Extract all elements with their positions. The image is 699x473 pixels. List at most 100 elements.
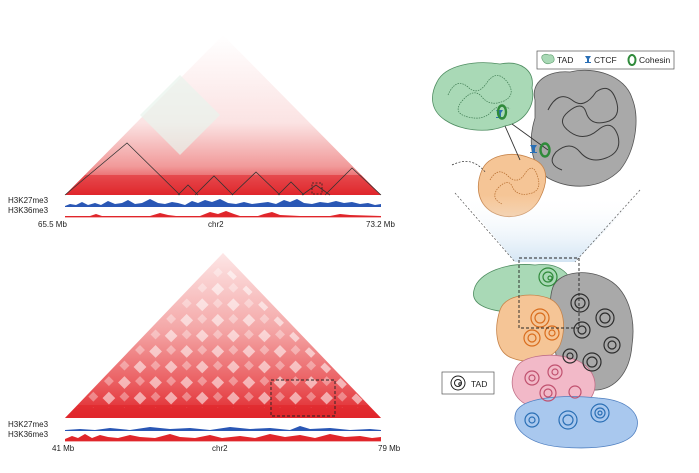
tad-outline	[64, 142, 181, 196]
coil	[542, 271, 554, 283]
coil	[594, 407, 606, 419]
top-hic-faint-domain	[140, 75, 220, 155]
coil	[590, 403, 610, 423]
tad-outline	[324, 167, 382, 196]
coil	[586, 356, 598, 368]
tad-legend-icon	[541, 53, 555, 65]
coil	[530, 308, 550, 328]
legend-box	[536, 50, 675, 70]
h3k27me3-track-bottom	[65, 426, 381, 431]
coil	[607, 340, 617, 350]
zoom-funnel	[460, 195, 640, 262]
coil	[527, 333, 537, 343]
coil	[595, 308, 615, 328]
fiber-tail	[451, 161, 487, 174]
coil	[543, 388, 553, 398]
coil	[562, 348, 578, 364]
bottom-axis-left: 41 Mb	[52, 444, 75, 453]
coil	[568, 385, 582, 399]
coil	[524, 370, 540, 386]
cohesin-icon	[496, 104, 508, 120]
coil	[597, 410, 603, 416]
coil	[599, 312, 611, 324]
zoom-box-schematic	[518, 257, 580, 329]
top-axis-right: 73.2 Mb	[366, 220, 395, 229]
bottom-hic-dense-band	[65, 405, 381, 418]
coil	[582, 352, 602, 372]
coil	[539, 384, 557, 402]
coil	[454, 379, 462, 387]
ctcf-icon	[585, 56, 591, 63]
h3k36me3-track	[65, 211, 381, 217]
coil	[534, 312, 546, 324]
coil-legend-icon	[450, 375, 466, 391]
legend-tad-label: TAD	[557, 55, 573, 65]
coil-green	[538, 267, 558, 287]
coil	[570, 293, 590, 313]
top-hic-map	[65, 35, 381, 195]
coils-pink	[524, 364, 582, 402]
coil	[458, 382, 462, 386]
coil	[547, 275, 553, 281]
coil	[547, 364, 563, 380]
zoom-box-small	[311, 182, 323, 195]
tad-outline	[231, 171, 281, 196]
tad-green	[432, 62, 534, 131]
coil	[548, 329, 556, 337]
track-label-h3k36me3-bottom: H3K36me3	[8, 430, 49, 439]
track-label-h3k27me3: H3K27me3	[8, 196, 49, 205]
tad-schematic-bottom	[473, 257, 638, 449]
legend-ctcf-label: CTCF	[594, 55, 617, 65]
tad-outline	[194, 175, 234, 196]
coils-blue	[524, 403, 610, 430]
coil	[577, 325, 587, 335]
bottom-axis-center: chr2	[212, 444, 228, 453]
legend-box	[441, 371, 495, 395]
top-axis-left: 65.5 Mb	[38, 220, 67, 229]
coil	[544, 325, 560, 341]
track-label-h3k36me3: H3K36me3	[8, 206, 49, 215]
chromatin-fiber-green	[447, 75, 512, 119]
legend-bottom-tad-label: TAD	[471, 379, 487, 389]
cohesin-icon	[627, 54, 637, 66]
tad-schematic-top	[432, 62, 637, 217]
top-axis-center: chr2	[208, 220, 224, 229]
coil	[551, 368, 559, 376]
cohesin-icon	[539, 142, 551, 158]
coil	[562, 414, 574, 426]
chromatin-fiber-orange	[489, 167, 540, 205]
track-label-h3k27me3-bottom: H3K27me3	[8, 420, 49, 429]
coil	[573, 321, 591, 339]
coils-grey	[562, 293, 621, 372]
legend-bottom: TAD	[441, 371, 495, 395]
coil	[450, 375, 466, 391]
bottom-hic-block-pattern	[75, 263, 371, 408]
coil	[558, 410, 578, 430]
h3k27me3-track	[65, 199, 381, 207]
tad-outline	[301, 184, 331, 196]
h3k36me3-track-bottom	[65, 434, 381, 441]
tad-blue-bottom	[514, 396, 638, 449]
tad-outline	[177, 184, 199, 196]
chromatin-fiber-grey	[547, 87, 620, 171]
coil	[528, 374, 536, 382]
legend-top: TAD CTCF Cohesin	[536, 50, 675, 70]
coil	[523, 329, 541, 347]
coil	[574, 297, 586, 309]
coil	[603, 336, 621, 354]
tad-outline	[277, 181, 305, 196]
top-tad-outlines	[64, 142, 382, 196]
coil	[566, 352, 574, 360]
ctcf-link	[504, 125, 521, 161]
bottom-axis-right: 79 Mb	[378, 444, 401, 453]
zoom-line-left	[454, 192, 516, 263]
tad-grey	[530, 69, 637, 187]
coil	[524, 412, 540, 428]
coil	[528, 416, 536, 424]
zoom-line-right	[574, 189, 641, 263]
bottom-hic-panel: H3K27me3 H3K36me3 41 Mb chr2 79 Mb	[8, 253, 401, 453]
zoom-box-large	[270, 379, 336, 417]
ctcf-icon	[530, 145, 537, 153]
legend-cohesin-label: Cohesin	[639, 55, 670, 65]
